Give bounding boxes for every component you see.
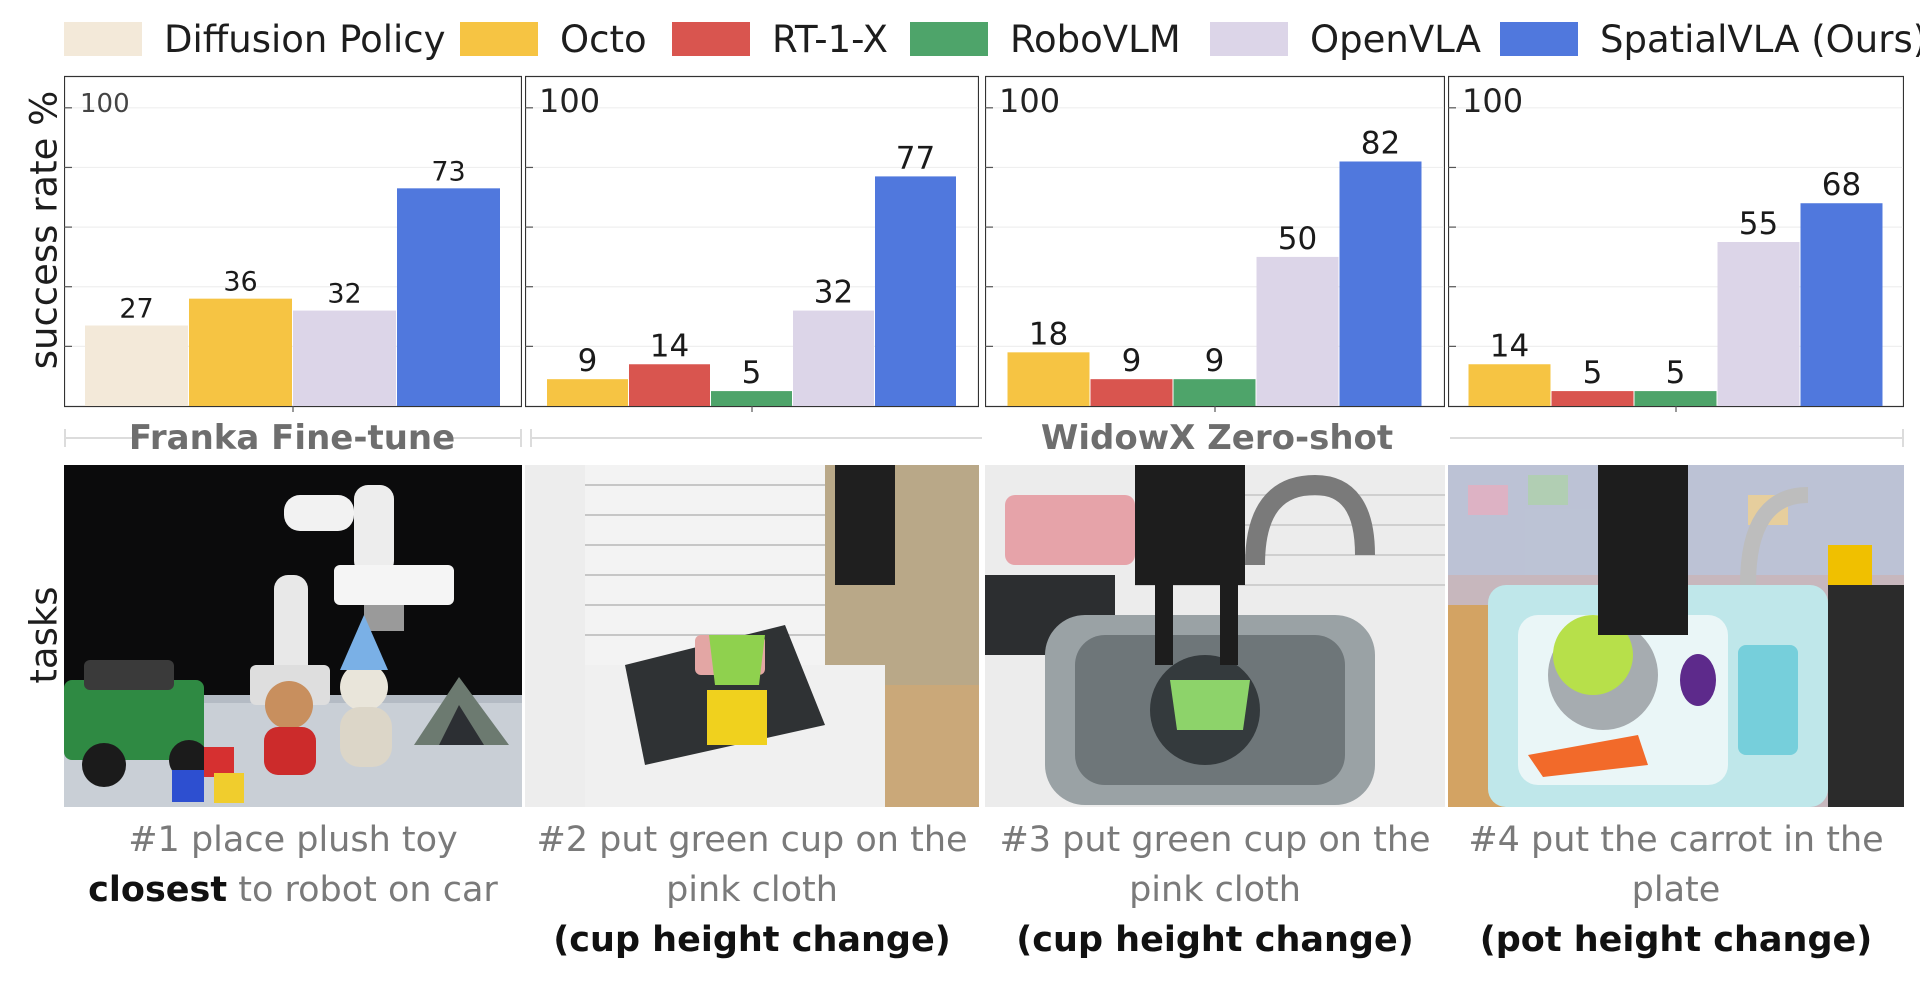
task-3-caption-line1: #3 put green cup on the xyxy=(999,820,1431,860)
y-tick-label-top: 100 xyxy=(999,82,1060,120)
task-3-caption: #3 put green cup on the pink cloth (cup … xyxy=(985,815,1445,965)
bar-octo xyxy=(189,298,292,406)
group-banner-widowx: WidowX Zero-shot xyxy=(530,418,1904,458)
legend-label: Diffusion Policy xyxy=(164,17,446,61)
chart-panel-1: 100 27 36 32 73 xyxy=(64,75,522,412)
bar-value-label: 14 xyxy=(650,328,689,364)
bar-value-label: 32 xyxy=(814,275,853,311)
bar-value-label: 9 xyxy=(578,343,598,379)
bar-spatialvla-ours xyxy=(397,188,500,406)
bar-value-label: 9 xyxy=(1205,343,1225,379)
chart-panel-3: 100 18 9 9 50 82 xyxy=(985,75,1445,412)
bar-openvla xyxy=(1256,256,1339,406)
task-4-caption: #4 put the carrot in the plate (pot heig… xyxy=(1448,815,1904,965)
task-1-caption-emphasis: closest xyxy=(88,870,228,910)
legend-swatch xyxy=(64,22,142,56)
bar-octo xyxy=(1468,364,1551,406)
bar-openvla xyxy=(793,310,874,406)
legend-swatch xyxy=(460,22,538,56)
task-2-caption-line1: #2 put green cup on the xyxy=(536,820,968,860)
bar-value-label: 82 xyxy=(1361,125,1400,161)
task-4-caption-line3: (pot height change) xyxy=(1479,920,1873,960)
legend-item: Octo xyxy=(460,17,647,61)
legend-item: RoboVLM xyxy=(910,17,1181,61)
bar-value-label: 73 xyxy=(431,156,465,187)
legend-label: Octo xyxy=(560,17,647,61)
bar-value-label: 36 xyxy=(223,267,257,298)
bar-value-label: 5 xyxy=(1583,355,1603,391)
bar-value-label: 18 xyxy=(1029,316,1068,352)
bar-spatialvla-ours xyxy=(1339,161,1422,406)
bar-octo xyxy=(547,379,628,406)
bar-openvla xyxy=(293,310,396,406)
y-tick-label-top: 100 xyxy=(539,82,600,120)
task-3-caption-line3: (cup height change) xyxy=(1016,920,1414,960)
legend: Diffusion Policy Octo RT-1-X RoboVLM OpenVLA… xyxy=(0,0,1920,72)
tasks-label-text: tasks xyxy=(22,586,66,684)
legend-item: OpenVLA xyxy=(1210,17,1481,61)
task-1-scene-illustration xyxy=(64,465,522,807)
group-label-franka: Franka Fine-tune xyxy=(128,418,456,458)
bar-rt-1-x xyxy=(629,364,710,406)
legend-label: RT-1-X xyxy=(772,17,888,61)
task-4-photo xyxy=(1448,465,1904,807)
task-2-caption: #2 put green cup on the pink cloth (cup … xyxy=(525,815,979,965)
bar-value-label: 77 xyxy=(896,140,935,176)
task-1-caption-line2: closest to robot on car xyxy=(64,865,522,915)
chart-panel-2: 100 9 14 5 32 77 xyxy=(525,75,979,412)
bar-value-label: 5 xyxy=(742,355,762,391)
legend-item: Diffusion Policy xyxy=(64,17,446,61)
legend-swatch xyxy=(672,22,750,56)
y-tick-label-top: 100 xyxy=(80,89,130,119)
bar-value-label: 5 xyxy=(1666,355,1686,391)
task-1-caption: #1 place plush toy closest to robot on c… xyxy=(64,815,522,915)
legend-item: RT-1-X xyxy=(672,17,888,61)
task-2-caption-line3: (cup height change) xyxy=(553,920,951,960)
bar-value-label: 27 xyxy=(119,293,153,324)
bar-value-label: 14 xyxy=(1490,328,1529,364)
task-1-caption-line1: #1 place plush toy xyxy=(128,820,458,860)
task-3-scene-illustration xyxy=(985,465,1445,807)
task-2-caption-line2: pink cloth xyxy=(666,870,838,910)
bar-spatialvla-ours xyxy=(1800,203,1883,406)
task-4-caption-line1: #4 put the carrot in the xyxy=(1468,820,1884,860)
bar-spatialvla-ours xyxy=(875,176,956,406)
legend-label: SpatialVLA (Ours) xyxy=(1600,17,1920,61)
task-4-scene-illustration xyxy=(1448,465,1904,807)
legend-swatch xyxy=(910,22,988,56)
legend-label: RoboVLM xyxy=(1010,17,1181,61)
bar-value-label: 32 xyxy=(327,279,361,310)
bar-diffusion-policy xyxy=(85,325,188,406)
bar-octo xyxy=(1007,352,1090,406)
y-tick-label-top: 100 xyxy=(1462,82,1523,120)
bar-robovlm xyxy=(1173,379,1256,406)
bar-value-label: 68 xyxy=(1822,167,1861,203)
legend-label: OpenVLA xyxy=(1310,17,1481,61)
task-3-caption-line2: pink cloth xyxy=(1129,870,1301,910)
group-label-widowx: WidowX Zero-shot xyxy=(1040,418,1394,458)
charts-row: 100 27 36 32 73 100 9 14 5 32 77 100 18 9 9 50 82 100 14 5 5… xyxy=(0,72,1920,417)
task-2-scene-illustration xyxy=(525,465,979,807)
task-2-photo xyxy=(525,465,979,807)
bar-openvla xyxy=(1717,242,1800,406)
bar-rt-1-x xyxy=(1551,391,1634,406)
bar-rt-1-x xyxy=(1090,379,1173,406)
legend-swatch xyxy=(1500,22,1578,56)
legend-item: SpatialVLA (Ours) xyxy=(1500,17,1920,61)
task-4-caption-line2: plate xyxy=(1631,870,1721,910)
group-banner-franka: Franka Fine-tune xyxy=(64,418,522,458)
bar-value-label: 55 xyxy=(1739,206,1778,242)
bar-value-label: 9 xyxy=(1122,343,1142,379)
bar-value-label: 50 xyxy=(1278,221,1317,257)
task-1-photo xyxy=(64,465,522,807)
task-1-caption-line2-rest: to robot on car xyxy=(227,870,498,910)
bar-robovlm xyxy=(711,391,792,406)
bar-robovlm xyxy=(1634,391,1717,406)
legend-swatch xyxy=(1210,22,1288,56)
task-3-photo xyxy=(985,465,1445,807)
